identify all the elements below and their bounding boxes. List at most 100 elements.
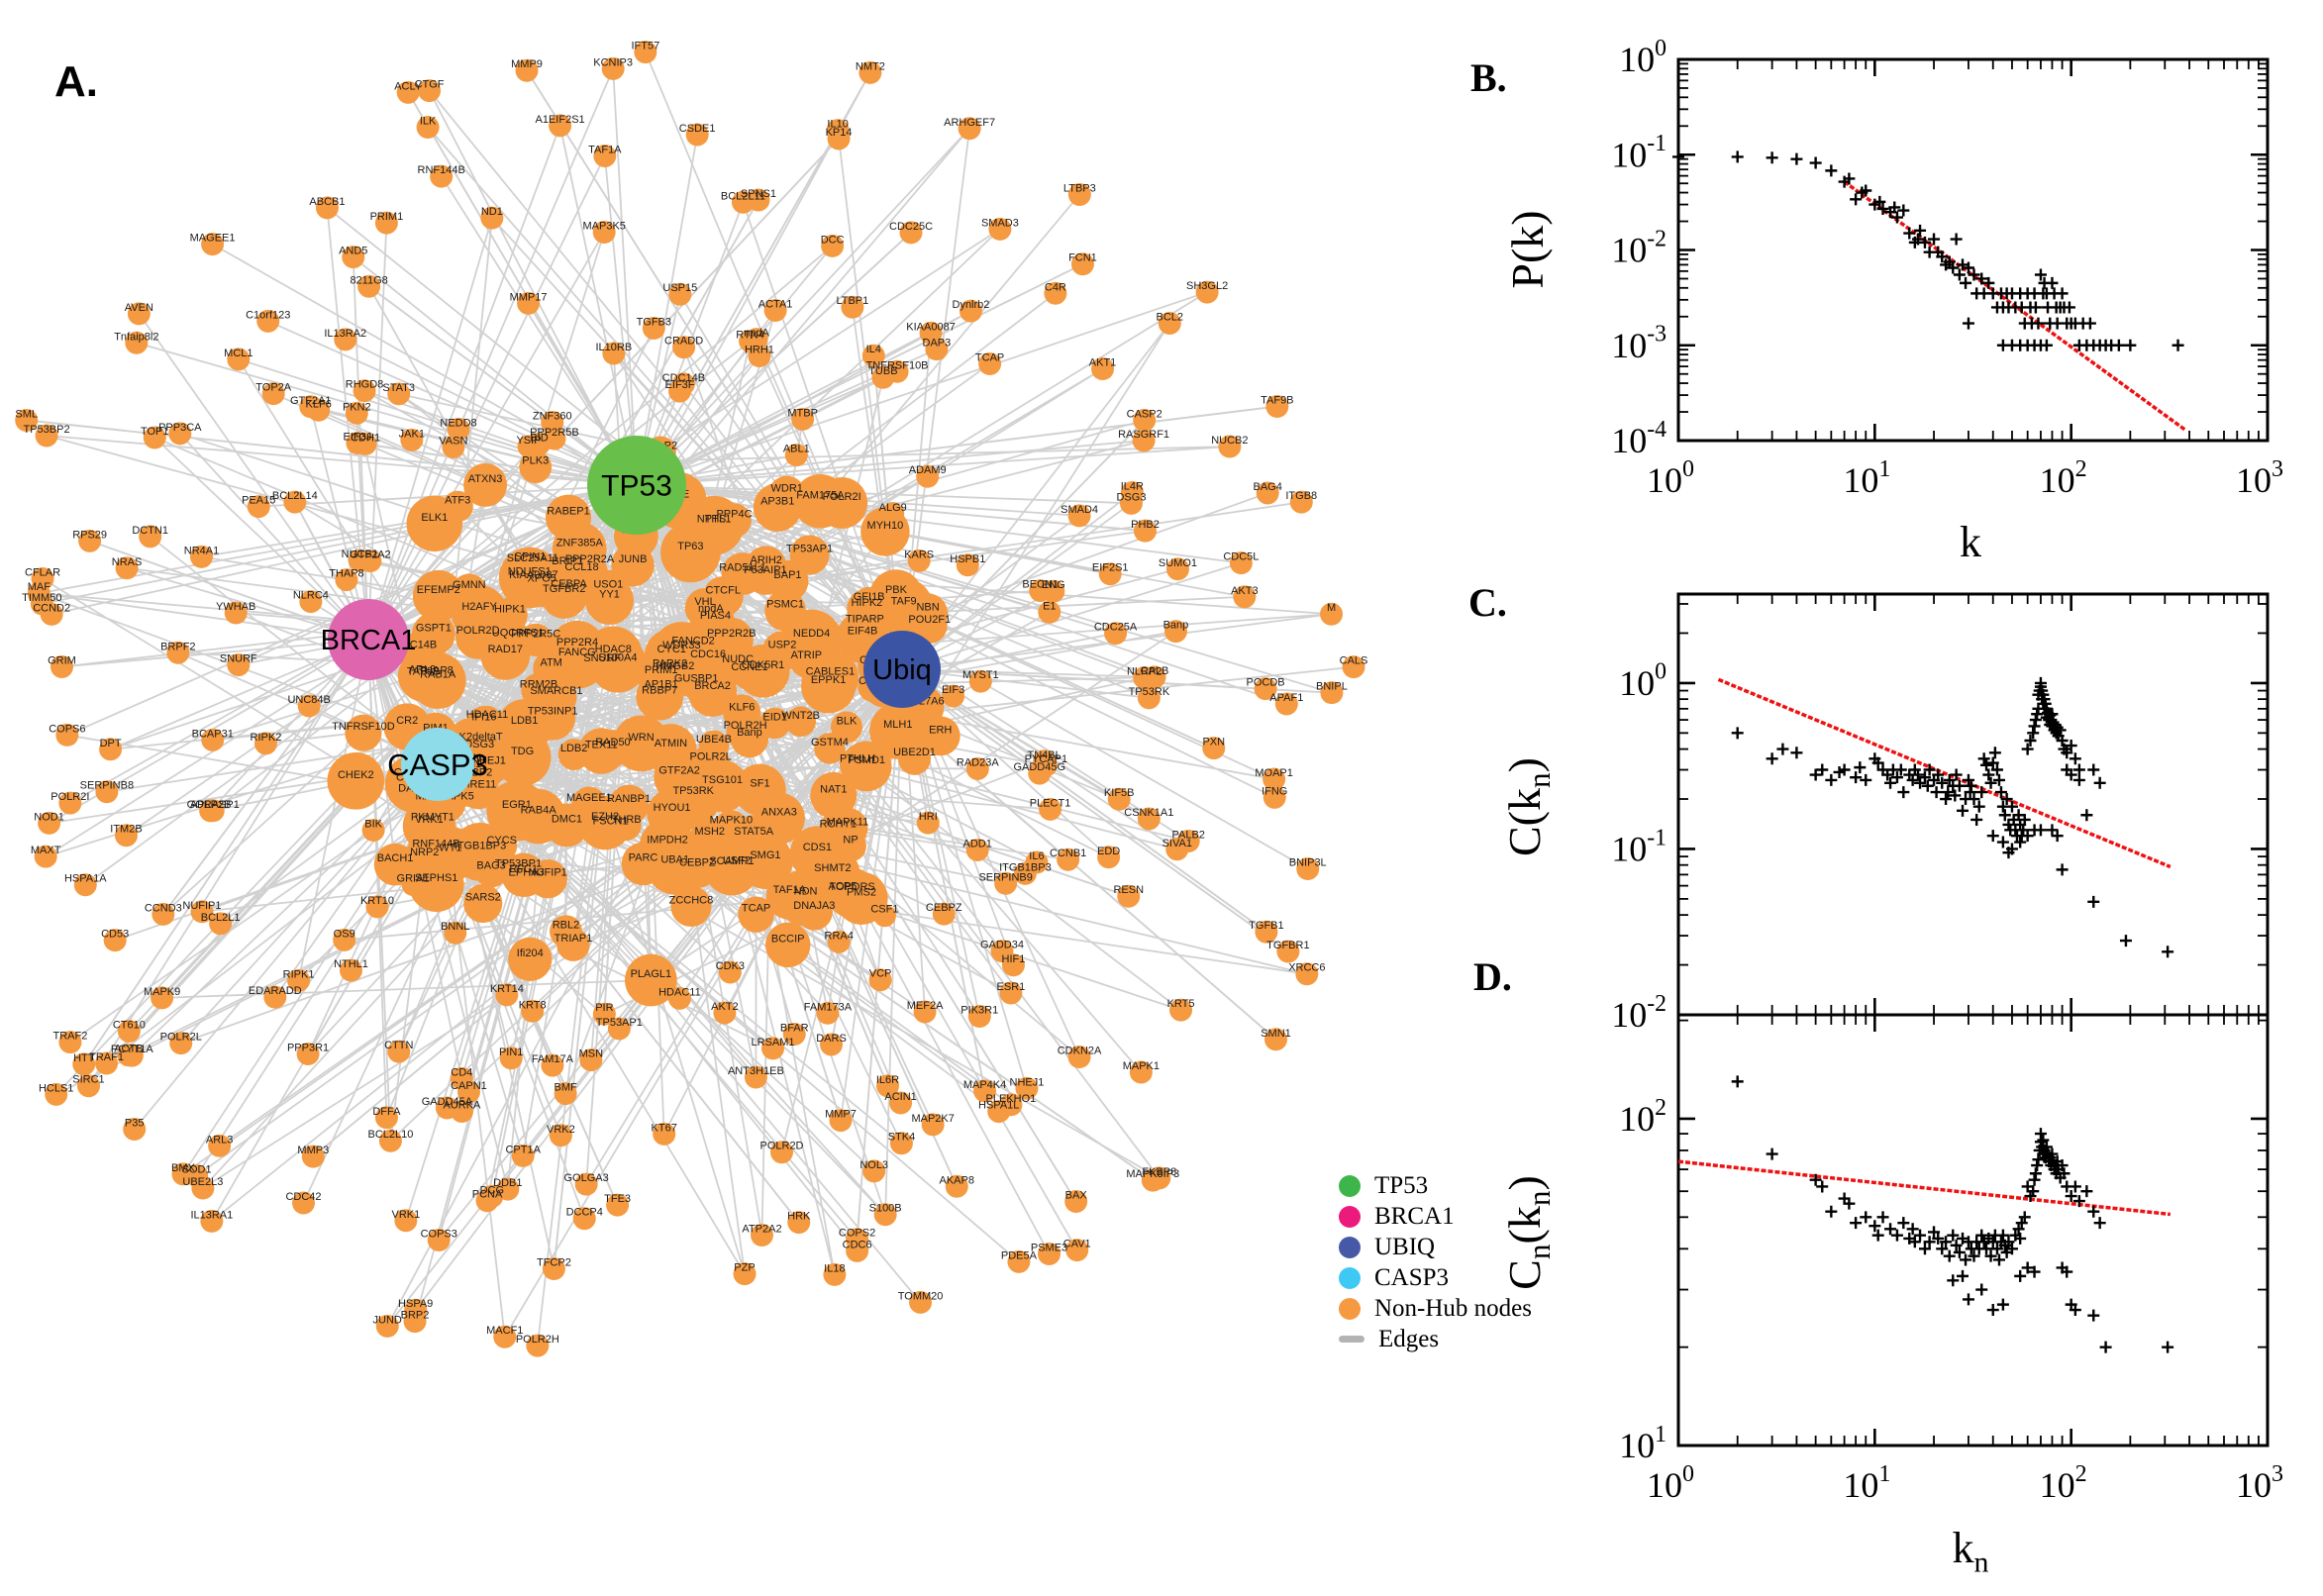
- network-node-label: ENG: [1042, 579, 1065, 591]
- network-node-label: CAV1: [1063, 1239, 1091, 1250]
- network-node-label: M: [1327, 602, 1336, 614]
- network-node-label: WNT2B: [781, 710, 820, 722]
- network-node: [536, 676, 577, 718]
- network-node-label: THAP8: [418, 665, 453, 677]
- network-node-label: IFNG: [1262, 785, 1287, 797]
- node-labels-layer: TP53RK KIAA0087 THAP8 CDC14B DSG3 NTHL1 SNURF C…: [15, 41, 1367, 1347]
- network-node: [687, 667, 738, 717]
- network-node-label: ACTA1: [758, 298, 793, 310]
- network-node-label: BCL2L10: [367, 1129, 413, 1141]
- network-node: [1255, 920, 1278, 944]
- network-node-label: HDAC8: [595, 644, 632, 655]
- network-node-label: TSG101: [702, 774, 743, 786]
- network-node: [873, 577, 934, 638]
- network-node-label: XPO5: [528, 572, 556, 584]
- network-node-label: RAD23A: [957, 757, 999, 769]
- network-node: [450, 1066, 473, 1090]
- network-node: [770, 1141, 794, 1164]
- network-node-label: PIN1: [499, 1047, 523, 1058]
- network-node-label: TP53RK: [672, 785, 714, 797]
- network-node: [466, 706, 502, 742]
- network-node-label: TFCP2: [537, 1257, 571, 1269]
- network-node-label: FKBP8: [1142, 1166, 1176, 1178]
- network-node: [1218, 435, 1242, 458]
- network-node-label: COPS3: [421, 1228, 457, 1240]
- fit-line-d: [1677, 1159, 2172, 1217]
- network-node: [919, 321, 943, 345]
- network-node-label: CRADD: [664, 336, 703, 348]
- network-node-label: TNFRSF10D: [332, 721, 395, 733]
- network-node: [1133, 408, 1157, 432]
- network-node: [1229, 551, 1253, 575]
- network-node: [868, 968, 892, 992]
- network-node: [713, 1001, 737, 1025]
- network-node: [463, 883, 503, 924]
- network-node-label: CEBPZ: [926, 902, 962, 914]
- network-node-label: RASGRF1: [1118, 429, 1169, 441]
- network-node-label: PDE5A: [1001, 1249, 1038, 1261]
- network-node: [190, 900, 214, 924]
- network-node-label: SCAMP1: [709, 855, 754, 867]
- network-node-label: GFI1B: [854, 591, 885, 603]
- network-node-label: TAF9B: [407, 666, 440, 678]
- network-node-label: RIPK2: [251, 732, 282, 744]
- network-node: [897, 742, 932, 775]
- network-node-label: TGFB3: [637, 316, 671, 328]
- network-node: [1015, 1076, 1039, 1100]
- y-axis-label-c: C(kn​): [1499, 757, 1557, 856]
- network-node: [168, 422, 192, 446]
- network-node-label: USF2: [723, 854, 751, 866]
- network-node-label: S100B: [869, 1203, 902, 1215]
- network-node-label: HDAC11: [466, 709, 509, 721]
- network-node-label: XRCC6: [1288, 962, 1325, 974]
- network-node-label: HSPA9: [398, 1298, 433, 1310]
- network-node-label: POLR2I: [50, 791, 89, 803]
- network-node: [292, 1191, 316, 1215]
- network-node: [1007, 1249, 1031, 1273]
- network-node: [256, 309, 280, 333]
- network-node-label: POLR2D: [759, 1141, 803, 1152]
- network-node: [881, 502, 905, 526]
- network-node: [625, 953, 677, 1007]
- network-node: [988, 217, 1012, 241]
- network-node-label: PYCAP1: [1025, 753, 1067, 765]
- network-node-label: RCHY1: [820, 818, 857, 830]
- network-node: [287, 968, 311, 992]
- network-node-label: TAF9: [891, 596, 917, 608]
- network-node: [593, 144, 617, 167]
- network-node-label: CDC25C: [889, 221, 933, 233]
- network-node-label: PIAS4: [700, 610, 731, 622]
- network-node-label: ND1: [481, 206, 503, 218]
- network-node: [499, 1047, 523, 1070]
- x-axis-label-b: k: [1960, 518, 1981, 566]
- network-node-label: npdA: [744, 328, 769, 340]
- network-node-label: Dynlrb2: [953, 299, 990, 311]
- network-node-label: RANBP1: [607, 793, 651, 805]
- network-node-label: RAD17: [488, 644, 523, 655]
- network-node-label: DCG: [480, 1184, 504, 1196]
- network-node-label: FSCN1: [593, 816, 629, 828]
- network-node-label: GOLGA3: [563, 1172, 608, 1184]
- network-node-label: EIF3J: [344, 432, 372, 444]
- network-node-label: NUFIP1: [182, 900, 221, 912]
- network-node: [698, 730, 730, 761]
- network-node-label: CASP2: [1127, 408, 1162, 420]
- network-node: [409, 652, 466, 709]
- network-node-label: PLECT1: [1030, 797, 1071, 809]
- network-node: [1274, 692, 1298, 716]
- network-node-label: DPT: [100, 738, 122, 749]
- network-node: [1132, 429, 1156, 452]
- network-node-label: LDB2: [560, 743, 588, 754]
- network-node-label: PCYT1A: [111, 1044, 153, 1055]
- network-node: [1070, 252, 1094, 276]
- network-node-label: EDARADD: [249, 985, 302, 997]
- network-node-label: TRAF2: [52, 1031, 87, 1043]
- network-node-label: PPP2R5B: [530, 427, 579, 439]
- network-node-label: Banp: [737, 727, 762, 739]
- network-node-label: SMARCB1: [530, 685, 582, 697]
- network-node: [965, 757, 989, 781]
- network-node-label: HIPK2: [851, 597, 882, 609]
- network-node-label: PRIM1: [370, 211, 404, 223]
- network-node: [514, 547, 547, 578]
- network-node: [451, 584, 508, 642]
